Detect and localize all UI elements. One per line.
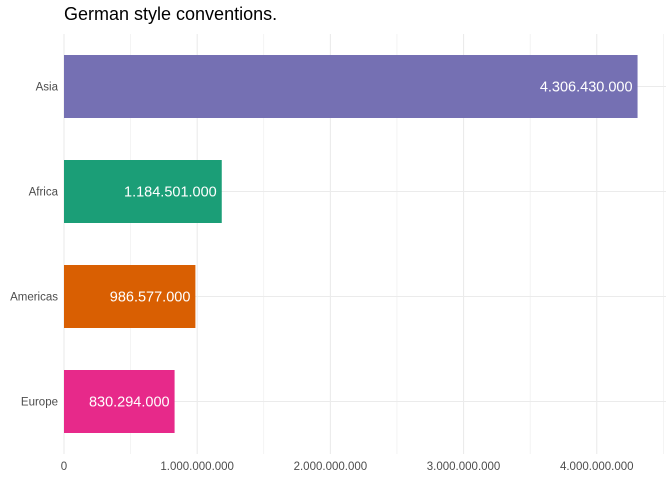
x-tick-label: 0 [61, 461, 67, 473]
x-axis-tick-labels: 0 1.000.000.000 2.000.000.000 3.000.000.000… [61, 461, 634, 473]
y-tick-label: Asia [36, 82, 59, 94]
data-label-americas: 986.577.000 [110, 290, 191, 306]
bar-asia [64, 55, 638, 118]
data-label-africa: 1.184.501.000 [124, 185, 217, 201]
bar-africa [64, 160, 222, 223]
data-label-asia: 4.306.430.000 [540, 80, 633, 96]
y-tick-label: Americas [10, 292, 58, 304]
x-tick-label: 4.000.000.000 [560, 461, 634, 473]
bar-europe [64, 370, 175, 433]
bars [64, 55, 638, 433]
y-axis-tick-labels: Asia Africa Americas Europe [10, 82, 59, 409]
y-tick-label: Africa [29, 187, 59, 199]
x-tick-label: 2.000.000.000 [294, 461, 368, 473]
chart-title: German style conventions. [64, 4, 277, 24]
data-label-europe: 830.294.000 [89, 395, 170, 411]
bar-americas [64, 265, 196, 328]
x-tick-label: 3.000.000.000 [427, 461, 501, 473]
x-tick-label: 1.000.000.000 [160, 461, 234, 473]
data-labels: 4.306.430.000 1.184.501.000 986.577.000 830… [89, 80, 633, 411]
y-tick-label: Europe [21, 397, 58, 409]
